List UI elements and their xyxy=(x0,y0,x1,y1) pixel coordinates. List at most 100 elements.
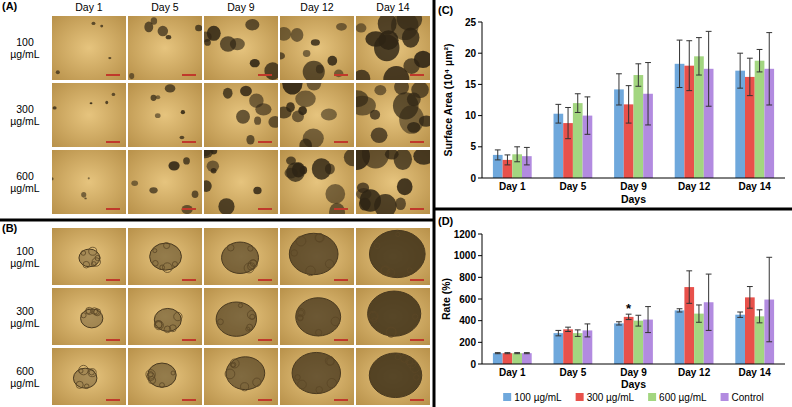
row-label-line: µg/mL xyxy=(10,48,40,60)
cell xyxy=(316,329,322,335)
row-label: 100µg/mL xyxy=(10,245,40,269)
micrograph-background xyxy=(204,348,278,405)
column-label: Day 1 xyxy=(75,1,103,13)
error-bar xyxy=(677,309,683,312)
cell xyxy=(387,269,395,277)
spheroid xyxy=(246,135,254,145)
error-bar xyxy=(585,324,591,337)
legend-label: 600 µg/mL xyxy=(659,392,707,403)
micrograph-background xyxy=(128,83,202,147)
cell xyxy=(155,322,162,329)
micrograph-background xyxy=(204,288,278,345)
micrograph xyxy=(280,16,354,80)
cell xyxy=(86,309,91,314)
error-bar xyxy=(514,353,520,354)
cell xyxy=(386,327,396,337)
spheroid xyxy=(303,50,311,57)
x-tick-label: Day 9 xyxy=(620,367,647,378)
spheroid xyxy=(282,83,302,95)
spheroid xyxy=(236,110,250,124)
spheroid xyxy=(280,52,285,59)
spheroid xyxy=(90,102,93,104)
spheroid xyxy=(129,73,134,79)
cell xyxy=(227,244,234,251)
cell xyxy=(325,356,334,365)
cell xyxy=(174,312,182,320)
spheroid xyxy=(296,298,341,336)
scale-bar xyxy=(410,339,424,341)
micrograph-background xyxy=(128,288,202,345)
scale-bar xyxy=(334,339,348,341)
error-bar xyxy=(635,64,641,86)
error-bar xyxy=(524,353,530,354)
bar xyxy=(493,353,503,364)
micrograph xyxy=(128,348,202,405)
micrograph-background xyxy=(52,228,126,285)
spheroid xyxy=(92,22,96,25)
spheroid xyxy=(253,187,261,194)
error-bar xyxy=(626,86,632,123)
x-tick-label: Day 9 xyxy=(620,181,647,192)
spheroid xyxy=(216,302,256,336)
row-label-line: µg/mL xyxy=(10,317,40,329)
micrograph-background xyxy=(204,228,278,285)
divider xyxy=(434,208,792,211)
spheroid xyxy=(299,139,312,147)
spheroid xyxy=(303,61,325,80)
spheroid xyxy=(131,181,138,186)
micrograph xyxy=(356,150,430,214)
annotation: * xyxy=(626,301,632,316)
row-label-line: 300 xyxy=(16,305,34,317)
cell xyxy=(325,260,333,268)
spheroid xyxy=(307,83,322,91)
bar xyxy=(614,323,624,364)
cell xyxy=(154,320,162,328)
cell xyxy=(84,384,89,389)
scale-bar xyxy=(258,208,272,210)
spheroid xyxy=(374,85,386,95)
row-label-line: 600 xyxy=(16,170,34,182)
cell xyxy=(231,363,235,367)
spheroid xyxy=(289,233,338,274)
scale-bar xyxy=(258,74,272,76)
background xyxy=(0,0,792,407)
panel-label: (B) xyxy=(2,222,18,234)
micrograph xyxy=(52,348,126,405)
error-bar xyxy=(585,97,591,134)
spheroid xyxy=(395,198,406,211)
cell xyxy=(306,266,316,276)
spheroid xyxy=(369,230,425,277)
cell xyxy=(327,358,335,366)
y-tick xyxy=(478,277,482,278)
cell xyxy=(327,378,337,388)
spheroid xyxy=(81,309,103,328)
y-tick xyxy=(478,234,482,235)
x-tick-label: Day 1 xyxy=(499,181,526,192)
legend-label: 300 µg/mL xyxy=(587,392,635,403)
cell xyxy=(160,383,165,388)
spheroid xyxy=(204,180,212,192)
cell xyxy=(83,261,90,268)
spheroid xyxy=(166,35,172,39)
bar xyxy=(573,333,583,364)
x-axis xyxy=(482,364,785,365)
x-tick-label: Day 5 xyxy=(560,367,587,378)
row-label: 100µg/mL xyxy=(10,36,40,60)
bar xyxy=(522,353,532,364)
spheroid xyxy=(245,19,259,30)
cell xyxy=(291,250,297,256)
bar xyxy=(755,316,765,364)
bar xyxy=(503,353,513,364)
error-bar xyxy=(757,49,763,71)
spheroid xyxy=(158,26,169,37)
spheroid xyxy=(183,157,190,164)
spheroid xyxy=(312,158,331,180)
cell xyxy=(369,312,377,320)
cell xyxy=(95,255,100,260)
micrograph-background xyxy=(356,228,430,285)
y-tick xyxy=(478,255,482,256)
cell xyxy=(91,262,96,267)
scale-bar xyxy=(410,279,424,281)
scale-bar xyxy=(182,339,196,341)
cell xyxy=(231,362,236,367)
